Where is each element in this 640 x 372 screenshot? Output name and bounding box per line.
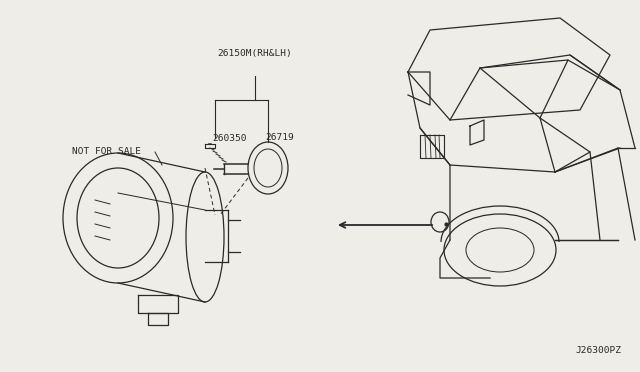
Text: 26719: 26719 <box>265 133 294 142</box>
Text: 260350: 260350 <box>212 134 246 143</box>
Text: J26300PZ: J26300PZ <box>575 346 621 355</box>
Text: 26150M(RH&LH): 26150M(RH&LH) <box>218 49 292 58</box>
Text: NOT FOR SALE: NOT FOR SALE <box>72 148 141 157</box>
